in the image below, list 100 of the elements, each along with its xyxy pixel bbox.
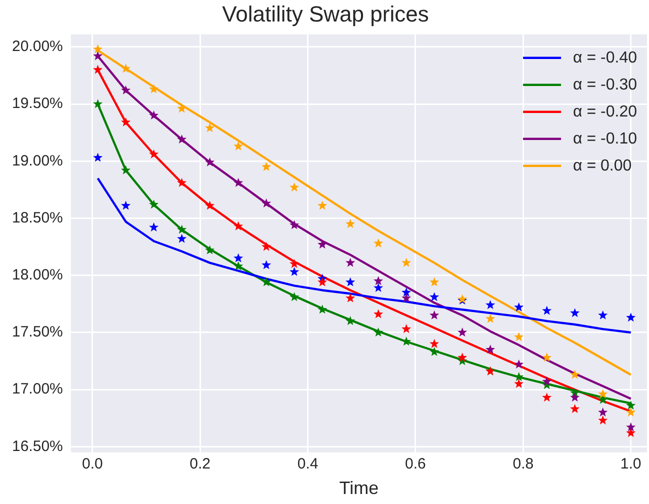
point xyxy=(570,370,580,379)
point xyxy=(458,352,468,362)
point xyxy=(318,200,328,210)
point xyxy=(402,288,412,297)
point xyxy=(290,266,300,276)
point xyxy=(374,282,384,292)
point xyxy=(430,277,440,286)
point xyxy=(262,162,272,171)
point xyxy=(458,327,468,337)
point xyxy=(149,149,159,158)
point xyxy=(346,277,356,286)
point xyxy=(290,258,300,268)
legend-label: α = -0.10 xyxy=(573,130,638,148)
point xyxy=(318,240,328,249)
point xyxy=(93,44,103,54)
point xyxy=(93,152,103,162)
point xyxy=(430,346,440,356)
point xyxy=(570,404,580,414)
y-tick-label: 18.00% xyxy=(12,266,63,284)
point xyxy=(626,407,636,416)
point xyxy=(149,110,159,120)
point xyxy=(205,157,215,166)
point xyxy=(262,242,272,251)
point xyxy=(542,376,552,386)
point xyxy=(430,310,440,320)
y-tick-label: 17.00% xyxy=(12,380,63,398)
point xyxy=(318,277,328,286)
point xyxy=(318,304,328,314)
y-tick-label: 20.00% xyxy=(12,38,63,56)
point xyxy=(374,238,384,248)
point xyxy=(598,310,608,320)
point xyxy=(626,428,636,438)
legend-label: α = 0.00 xyxy=(573,157,632,174)
point xyxy=(234,261,244,270)
point xyxy=(514,302,524,312)
point xyxy=(121,117,131,126)
point xyxy=(598,389,608,398)
point xyxy=(121,85,131,94)
point xyxy=(121,200,131,210)
point xyxy=(205,245,215,254)
point xyxy=(598,407,608,416)
x-tick-label: 0.4 xyxy=(297,456,318,473)
point xyxy=(177,224,187,234)
point xyxy=(402,336,412,346)
point xyxy=(514,332,524,342)
point xyxy=(177,134,187,144)
point xyxy=(149,84,159,94)
point xyxy=(374,309,384,318)
legend-label: α = -0.20 xyxy=(573,103,638,120)
point xyxy=(402,258,412,267)
point xyxy=(598,415,608,424)
point xyxy=(402,324,412,334)
point xyxy=(570,392,580,402)
point xyxy=(626,422,636,432)
point xyxy=(514,359,524,369)
point xyxy=(262,198,272,208)
point xyxy=(205,200,215,210)
point xyxy=(486,300,496,310)
point xyxy=(346,218,356,228)
point xyxy=(626,400,636,410)
point xyxy=(121,165,131,174)
x-tick-label: 0.2 xyxy=(190,456,211,473)
x-tick-label: 0.8 xyxy=(512,456,534,473)
x-tick-label: 1.0 xyxy=(620,456,642,473)
point xyxy=(542,352,552,362)
point xyxy=(93,64,103,74)
point xyxy=(486,344,496,354)
y-tick-label: 17.50% xyxy=(12,324,63,341)
point xyxy=(234,141,244,150)
x-axis-title: Time xyxy=(339,478,379,498)
chart-title: Volatility Swap prices xyxy=(222,1,429,26)
point xyxy=(234,221,244,230)
point xyxy=(430,338,440,348)
y-tick-label: 19.00% xyxy=(12,152,63,170)
y-tick-label: 16.50% xyxy=(12,438,63,455)
point xyxy=(234,253,244,262)
point xyxy=(514,372,524,382)
point xyxy=(234,178,244,187)
point xyxy=(93,51,103,60)
legend-label: α = -0.30 xyxy=(573,76,638,94)
x-tick-label: 0.6 xyxy=(405,456,426,473)
point xyxy=(542,392,552,402)
point xyxy=(290,292,300,302)
y-tick-label: 19.50% xyxy=(12,95,63,112)
point xyxy=(290,220,300,230)
point xyxy=(570,308,580,318)
point xyxy=(374,276,384,286)
x-tick-label: 0.0 xyxy=(82,456,103,473)
point xyxy=(430,292,440,302)
point xyxy=(542,306,552,315)
point xyxy=(514,378,524,388)
point xyxy=(262,277,272,286)
point xyxy=(93,99,103,108)
point xyxy=(346,258,356,267)
point xyxy=(598,394,608,404)
y-tick-label: 18.50% xyxy=(12,209,63,226)
point xyxy=(486,314,496,323)
point xyxy=(374,327,384,337)
point xyxy=(262,260,272,270)
point xyxy=(149,222,159,232)
